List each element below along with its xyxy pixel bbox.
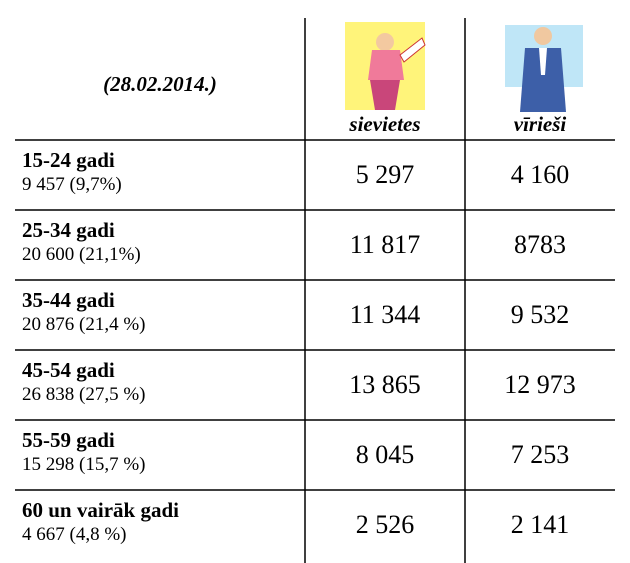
column-header: sievietes [349, 112, 421, 136]
women-count: 2 526 [355, 510, 415, 539]
date: (28.02.2014.) [103, 72, 217, 96]
total: 26 838 (27,5 %) [22, 384, 146, 405]
total: 15 298 (15,7 %) [22, 454, 146, 475]
age-group: 25-34 gadi [22, 218, 115, 242]
women-count: 5 297 [355, 160, 415, 189]
age-group: 35-44 gadi [22, 288, 115, 312]
men-count: 4 160 [510, 160, 570, 189]
column-header: vīrieši [513, 112, 567, 136]
age-group: 45-54 gadi [22, 358, 115, 382]
age-group: 55-59 gadi [22, 428, 115, 452]
man-clipart [505, 25, 583, 112]
men-count: 9 532 [510, 300, 570, 329]
women-count: 11 344 [349, 300, 421, 329]
women-count: 11 817 [349, 230, 421, 259]
total: 4 667 (4,8 %) [22, 524, 127, 545]
age-group: 15-24 gadi [22, 148, 115, 172]
woman-clipart [345, 22, 426, 110]
men-count: 7 253 [510, 440, 570, 469]
men-count: 2 141 [510, 510, 570, 539]
total: 9 457 (9,7%) [22, 174, 122, 195]
age-group: 60 un vairāk gadi [22, 498, 179, 522]
total: 20 876 (21,4 %) [22, 314, 146, 335]
men-count: 12 973 [504, 370, 576, 399]
women-count: 8 045 [355, 440, 415, 469]
women-count: 13 865 [349, 370, 421, 399]
total: 20 600 (21,1%) [22, 244, 141, 265]
men-count: 8783 [514, 230, 566, 259]
